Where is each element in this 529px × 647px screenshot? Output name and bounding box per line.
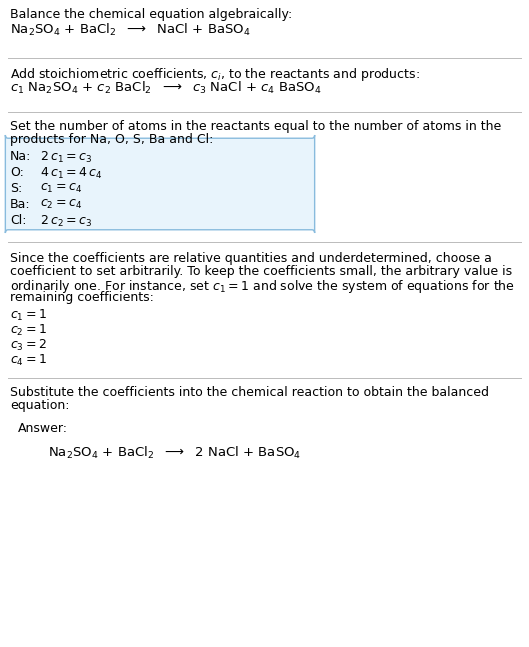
Text: Ba:: Ba: [10, 198, 31, 211]
Text: Set the number of atoms in the reactants equal to the number of atoms in the: Set the number of atoms in the reactants… [10, 120, 501, 133]
FancyBboxPatch shape [5, 135, 315, 233]
Text: $c_2 = 1$: $c_2 = 1$ [10, 323, 47, 338]
Text: $c_2 = c_4$: $c_2 = c_4$ [40, 198, 82, 211]
Text: O:: O: [10, 166, 24, 179]
Text: $c_1$ Na$_2$SO$_4$ + $c_2$ BaCl$_2$  $\longrightarrow$  $c_3$ NaCl + $c_4$ BaSO$: $c_1$ Na$_2$SO$_4$ + $c_2$ BaCl$_2$ $\lo… [10, 80, 322, 96]
Text: 2 $c_1 = c_3$: 2 $c_1 = c_3$ [40, 150, 93, 165]
Text: products for Na, O, S, Ba and Cl:: products for Na, O, S, Ba and Cl: [10, 133, 213, 146]
Text: $c_4 = 1$: $c_4 = 1$ [10, 353, 47, 368]
Text: Cl:: Cl: [10, 214, 26, 227]
Text: remaining coefficients:: remaining coefficients: [10, 291, 154, 304]
Text: 4 $c_1 = 4\,c_4$: 4 $c_1 = 4\,c_4$ [40, 166, 103, 181]
Text: 2 $c_2 = c_3$: 2 $c_2 = c_3$ [40, 214, 93, 229]
Text: Na$_2$SO$_4$ + BaCl$_2$  $\longrightarrow$  2 NaCl + BaSO$_4$: Na$_2$SO$_4$ + BaCl$_2$ $\longrightarrow… [48, 445, 302, 461]
Text: Answer:: Answer: [18, 422, 68, 435]
Text: Na$_2$SO$_4$ + BaCl$_2$  $\longrightarrow$  NaCl + BaSO$_4$: Na$_2$SO$_4$ + BaCl$_2$ $\longrightarrow… [10, 22, 251, 38]
Text: $c_3 = 2$: $c_3 = 2$ [10, 338, 47, 353]
Text: $c_1 = 1$: $c_1 = 1$ [10, 308, 47, 323]
Text: S:: S: [10, 182, 22, 195]
Text: Balance the chemical equation algebraically:: Balance the chemical equation algebraica… [10, 8, 292, 21]
Text: Na:: Na: [10, 150, 31, 163]
Text: Since the coefficients are relative quantities and underdetermined, choose a: Since the coefficients are relative quan… [10, 252, 492, 265]
Text: Substitute the coefficients into the chemical reaction to obtain the balanced: Substitute the coefficients into the che… [10, 386, 489, 399]
Text: equation:: equation: [10, 399, 69, 412]
Text: Add stoichiometric coefficients, $c_i$, to the reactants and products:: Add stoichiometric coefficients, $c_i$, … [10, 66, 420, 83]
Text: coefficient to set arbitrarily. To keep the coefficients small, the arbitrary va: coefficient to set arbitrarily. To keep … [10, 265, 512, 278]
Text: $c_1 = c_4$: $c_1 = c_4$ [40, 182, 82, 195]
Text: ordinarily one. For instance, set $c_1 = 1$ and solve the system of equations fo: ordinarily one. For instance, set $c_1 =… [10, 278, 515, 295]
